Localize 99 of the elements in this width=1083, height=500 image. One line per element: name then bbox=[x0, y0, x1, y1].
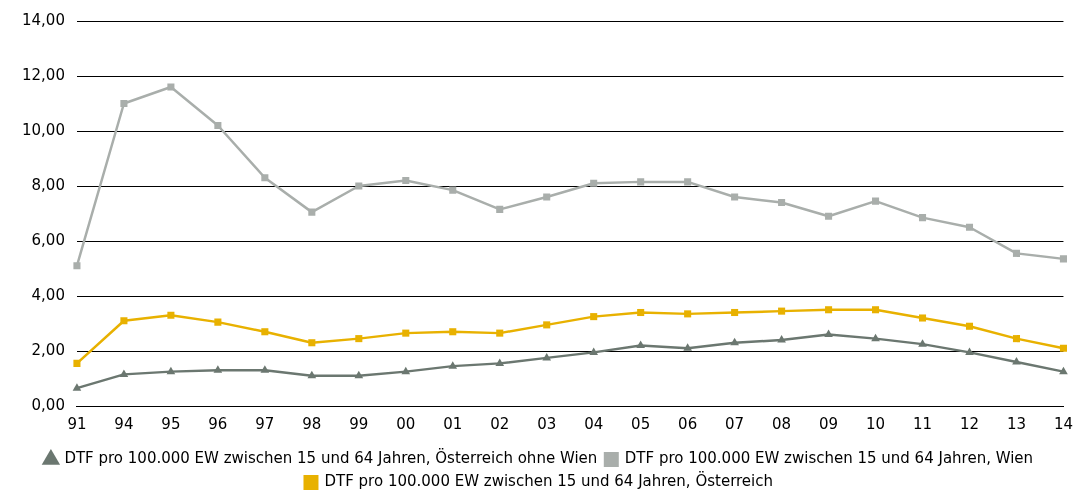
x-tick-label: 97 bbox=[255, 414, 275, 433]
point bbox=[73, 359, 81, 367]
x-tick-label: 11 bbox=[912, 414, 933, 433]
point bbox=[214, 318, 222, 326]
point bbox=[73, 262, 81, 270]
point bbox=[872, 306, 880, 314]
x-tick-label: 12 bbox=[959, 414, 980, 433]
point bbox=[449, 328, 457, 336]
point bbox=[355, 335, 363, 343]
legend-label: DTF pro 100.000 EW zwischen 15 und 64 Jahren, Österreich ohne Wien bbox=[64, 448, 598, 468]
x-tick-label: 10 bbox=[866, 414, 886, 433]
point bbox=[119, 369, 129, 377]
point bbox=[590, 179, 598, 187]
point bbox=[872, 197, 880, 205]
point bbox=[543, 193, 551, 201]
point bbox=[1059, 255, 1067, 263]
point bbox=[355, 182, 363, 190]
point bbox=[261, 174, 269, 182]
point bbox=[590, 313, 598, 321]
point bbox=[496, 329, 504, 337]
x-tick-label: 13 bbox=[1006, 414, 1027, 433]
point bbox=[731, 193, 739, 201]
x-tick-label: 04 bbox=[584, 414, 604, 433]
point bbox=[825, 306, 833, 314]
x-tick-label: 09 bbox=[819, 414, 839, 433]
legend-label: DTF pro 100.000 EW zwischen 15 und 64 Jahren, Wien bbox=[624, 449, 1034, 468]
point bbox=[166, 366, 176, 375]
legend-label: DTF pro 100.000 EW zwischen 15 und 64 Jahren, Österreich bbox=[324, 471, 774, 491]
point bbox=[542, 352, 552, 361]
x-tick-label: 94 bbox=[114, 414, 134, 433]
point bbox=[167, 311, 175, 319]
point bbox=[731, 308, 739, 317]
point bbox=[449, 186, 457, 194]
point bbox=[637, 178, 645, 186]
x-tick-label: 99 bbox=[349, 414, 369, 433]
y-tick-label: 0,00 bbox=[31, 395, 65, 414]
point bbox=[496, 205, 504, 213]
point bbox=[684, 178, 692, 186]
point bbox=[261, 328, 269, 336]
y-tick-label: 4,00 bbox=[31, 285, 65, 304]
point bbox=[965, 223, 974, 231]
point bbox=[1059, 344, 1067, 352]
y-tick-label: 6,00 bbox=[31, 230, 65, 249]
point bbox=[730, 337, 739, 346]
point bbox=[777, 335, 786, 343]
x-tick-label: 05 bbox=[631, 414, 651, 433]
point bbox=[402, 176, 410, 185]
point bbox=[825, 212, 833, 220]
point bbox=[918, 214, 927, 222]
point bbox=[637, 308, 645, 317]
y-tick-label: 12,00 bbox=[21, 65, 65, 84]
point bbox=[402, 329, 410, 337]
point bbox=[167, 83, 175, 91]
point bbox=[589, 347, 599, 355]
y-tick-label: 10,00 bbox=[21, 120, 65, 139]
point bbox=[871, 333, 880, 342]
x-tick-label: 14 bbox=[1053, 414, 1073, 433]
point bbox=[354, 370, 364, 379]
x-tick-label: 08 bbox=[772, 414, 792, 433]
point bbox=[684, 310, 692, 318]
x-tick-label: 91 bbox=[67, 414, 87, 433]
point bbox=[213, 365, 223, 373]
point bbox=[918, 339, 927, 347]
point bbox=[308, 339, 316, 347]
x-tick-label: 02 bbox=[490, 414, 510, 433]
point bbox=[120, 317, 128, 325]
y-tick-label: 8,00 bbox=[31, 175, 65, 194]
point bbox=[214, 121, 222, 130]
x-tick-label: 95 bbox=[161, 414, 181, 433]
x-tick-label: 96 bbox=[208, 414, 228, 433]
point bbox=[543, 321, 551, 329]
x-tick-label: 01 bbox=[443, 414, 463, 433]
y-tick-label: 14,00 bbox=[21, 10, 65, 29]
x-tick-label: 00 bbox=[396, 414, 416, 433]
y-tick-label: 2,00 bbox=[31, 340, 65, 359]
point bbox=[495, 358, 505, 366]
point bbox=[683, 343, 692, 351]
x-tick-label: 06 bbox=[678, 414, 698, 433]
point bbox=[72, 383, 82, 391]
point bbox=[918, 314, 927, 322]
point bbox=[260, 365, 270, 373]
point bbox=[448, 361, 458, 369]
point bbox=[120, 99, 128, 108]
point bbox=[965, 347, 974, 355]
point bbox=[1012, 335, 1021, 343]
point bbox=[1059, 366, 1068, 375]
x-tick-label: 03 bbox=[537, 414, 557, 433]
point bbox=[308, 208, 316, 216]
point bbox=[307, 370, 317, 379]
point bbox=[778, 198, 786, 207]
point bbox=[1012, 357, 1021, 365]
point bbox=[636, 340, 645, 348]
x-tick-label: 98 bbox=[302, 414, 322, 433]
x-tick-label: 07 bbox=[725, 414, 745, 433]
point bbox=[778, 307, 786, 315]
point bbox=[401, 366, 411, 375]
point bbox=[965, 322, 974, 330]
point bbox=[824, 329, 833, 337]
point bbox=[1012, 249, 1021, 257]
